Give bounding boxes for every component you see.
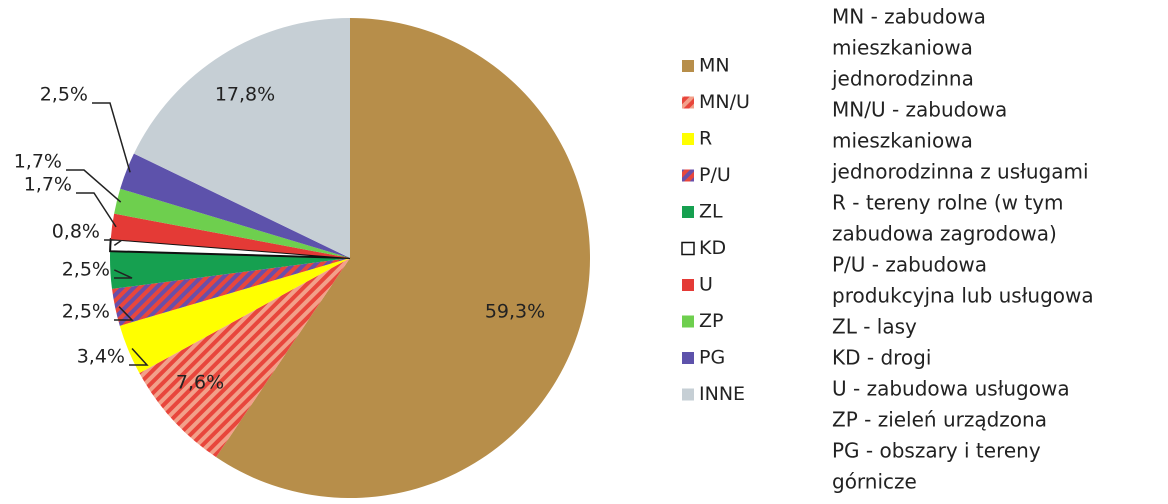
- legend-label: INNE: [699, 383, 745, 405]
- data-label: 3,4%: [77, 346, 125, 368]
- description-line: R - tereny rolne (w tym: [832, 191, 1064, 215]
- legend-marker: [682, 352, 694, 364]
- pie-slice: [110, 251, 351, 289]
- description-line: produkcyjna lub usługowa: [832, 284, 1094, 308]
- data-label: 2,5%: [62, 301, 110, 323]
- legend-label: ZL: [699, 201, 723, 223]
- description-line: MN - zabudowa: [832, 5, 986, 29]
- legend-marker: [682, 133, 694, 145]
- description-line: KD - drogi: [832, 346, 931, 370]
- legend-marker: [682, 206, 694, 218]
- leader-line: [114, 306, 134, 321]
- legend-marker: [682, 169, 694, 182]
- pie-slice: [119, 258, 351, 374]
- pie-slice: [110, 213, 351, 258]
- pie-slice: [120, 153, 350, 258]
- description-line: jednorodzinna z usługami: [831, 160, 1089, 184]
- leader-line: [92, 102, 131, 173]
- leader-line: [76, 192, 117, 228]
- data-label: 1,7%: [14, 151, 62, 173]
- description-line: PG - obszary i tereny: [832, 439, 1041, 463]
- data-label: 2,5%: [62, 259, 110, 281]
- description-line: P/U - zabudowa: [832, 253, 987, 277]
- pie-slice: [133, 18, 350, 258]
- description-line: ZL - lasy: [832, 315, 917, 339]
- legend-label: PG: [699, 347, 725, 369]
- legend-label: P/U: [699, 164, 731, 186]
- legend-marker: [682, 60, 694, 72]
- data-label: 2,5%: [40, 84, 88, 106]
- data-label: 17,8%: [215, 84, 275, 106]
- legend-label: MN/U: [699, 91, 750, 113]
- pie-slice: [111, 258, 350, 326]
- leader-line: [113, 269, 133, 279]
- leader-line: [129, 347, 149, 366]
- pie-slice: [139, 258, 350, 458]
- description-line: MN/U - zabudowa: [832, 98, 1007, 122]
- pie-slice: [114, 188, 351, 258]
- legend-label: U: [699, 274, 713, 296]
- data-label: 59,3%: [485, 301, 545, 323]
- description-line: jednorodzinna: [831, 67, 974, 91]
- legend-marker: [681, 241, 695, 256]
- description-line: górnicze: [832, 470, 917, 494]
- legend-label: ZP: [699, 310, 723, 332]
- description-line: mieszkaniowa: [832, 36, 973, 60]
- legend-label: KD: [699, 237, 726, 259]
- legend-marker: [682, 315, 694, 328]
- data-label: 7,6%: [176, 372, 224, 394]
- leader-line: [66, 169, 122, 203]
- legend-label: R: [699, 128, 712, 150]
- description-line: ZP - zieleń urządzona: [832, 408, 1047, 432]
- data-label: 0,8%: [52, 221, 100, 243]
- description-line: mieszkaniowa: [832, 129, 973, 153]
- data-label: 1,7%: [24, 174, 72, 196]
- description-line: U - zabudowa usługowa: [832, 377, 1070, 401]
- pie-slice: [216, 18, 590, 498]
- legend-marker: [682, 279, 694, 291]
- legend-label: MN: [699, 55, 730, 77]
- pie-slice: [109, 238, 351, 259]
- legend-marker: [682, 96, 694, 109]
- description-line: zabudowa zagrodowa): [832, 222, 1057, 246]
- legend-marker: [682, 388, 694, 401]
